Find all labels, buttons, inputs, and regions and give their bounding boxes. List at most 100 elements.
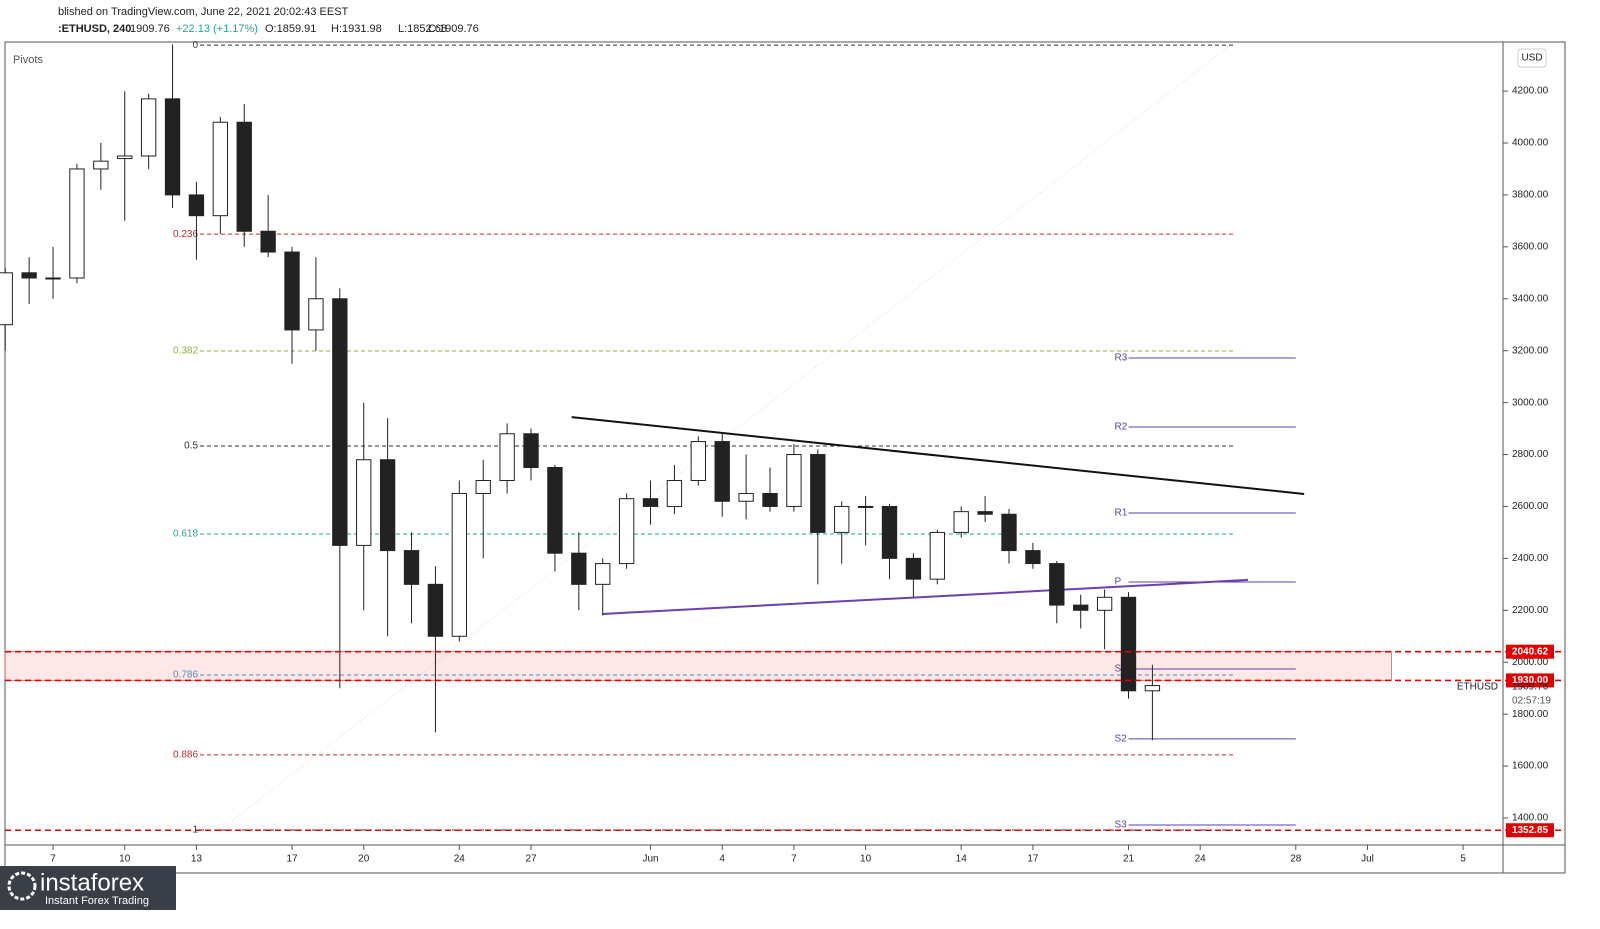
candle-body: [284, 251, 300, 331]
candle-body: [1096, 596, 1113, 611]
y-tick-label: 3200.00: [1512, 345, 1549, 356]
candle-body: [1049, 563, 1065, 606]
watermark-brand: instaforex: [40, 869, 144, 896]
candle-body: [1120, 596, 1137, 692]
ohlc: H:1931.98: [331, 23, 382, 35]
x-tick-label: 13: [191, 854, 203, 865]
currency: USD: [1521, 53, 1542, 64]
candle-body: [881, 505, 898, 559]
currency-box: [1517, 48, 1547, 68]
fib-label: 0.236: [173, 229, 198, 240]
pivot-label: P: [1115, 577, 1122, 588]
candle-body: [212, 121, 229, 217]
watermark-box: [0, 866, 176, 910]
candle-body: [786, 454, 802, 507]
y-tick-label: 2400.00: [1512, 553, 1549, 564]
x-tick-label: 17: [1027, 854, 1039, 865]
x-tick-label: Jun: [642, 854, 658, 865]
fib-label: 0: [192, 40, 198, 51]
candle-body: [379, 459, 396, 552]
x-tick-label: 21: [1123, 854, 1135, 865]
candle-body: [571, 552, 587, 585]
diagonal: [220, 44, 1231, 831]
pivot-label: S3: [1115, 820, 1128, 831]
fib-label: 0.786: [173, 670, 198, 681]
candle-body: [977, 511, 993, 515]
candle-body: [762, 492, 778, 507]
watermark-logo: [7, 871, 37, 901]
countdown: 02:57:19: [1512, 696, 1551, 707]
fib-label: 0.5: [184, 441, 198, 452]
pivot-label: S2: [1115, 733, 1128, 744]
candle-body: [690, 441, 706, 481]
zone: [4, 651, 1392, 681]
candle-body: [499, 433, 515, 481]
x-tick-label: 24: [1195, 854, 1207, 865]
y-tick-label: 2800.00: [1512, 449, 1549, 460]
candle-body: [834, 505, 850, 533]
trendline: [571, 416, 1305, 495]
candle-body: [1001, 513, 1017, 552]
candle-body: [714, 441, 730, 502]
level-label: 2040.62: [1512, 646, 1549, 657]
candle-body: [427, 583, 444, 637]
candle-body: [260, 230, 276, 253]
y-tick-label: 4200.00: [1512, 86, 1549, 97]
y-tick-label: 3000.00: [1512, 397, 1549, 408]
x-tick-label: 27: [525, 854, 537, 865]
x-tick-label: Jul: [1361, 854, 1374, 865]
x-tick-label: 5: [1460, 854, 1466, 865]
published: blished on TradingView.com, June 22, 202…: [58, 6, 349, 18]
y-tick-label: 3400.00: [1512, 293, 1549, 304]
fib-label: 0.618: [173, 529, 198, 540]
candle-body: [953, 511, 969, 533]
pivot-label: R2: [1115, 422, 1128, 433]
y-tick-label: 2000.00: [1512, 657, 1549, 668]
candle-body: [69, 168, 85, 279]
y-tick-label: 4000.00: [1512, 138, 1549, 149]
ohlc: C:1909.76: [428, 23, 479, 35]
x-tick-label: 4: [719, 854, 725, 865]
pivot-label: R3: [1115, 353, 1128, 364]
fib-label: 0.886: [173, 750, 198, 761]
candle-body: [929, 531, 945, 580]
x-tick-label: 24: [454, 854, 466, 865]
price-label: 1909.76: [1512, 682, 1549, 693]
candle-body: [451, 492, 467, 637]
candle-body: [905, 557, 922, 580]
frame: [4, 41, 1566, 874]
candle-body: [140, 98, 157, 157]
x-tick-label: 20: [358, 854, 370, 865]
level-label: 1930.00: [1512, 675, 1549, 686]
candle-body: [403, 550, 420, 585]
level-box: [1506, 644, 1554, 659]
candle-body: [356, 459, 372, 546]
candle-body: [810, 454, 826, 533]
ohlc: L:1852.68: [398, 23, 447, 35]
candle-body: [21, 272, 37, 279]
candle-body: [1144, 685, 1161, 692]
candle-body: [117, 155, 133, 160]
candle-body: [666, 479, 683, 507]
x-tick-label: 14: [956, 854, 968, 865]
ohlc: O:1859.91: [265, 23, 316, 35]
candle-body: [1025, 550, 1041, 565]
trendline: [602, 578, 1249, 615]
y-tick-label: 3600.00: [1512, 241, 1549, 252]
watermark-tagline: Instant Forex Trading: [45, 895, 149, 907]
fib-label: 0.382: [173, 346, 198, 357]
candle-body: [45, 277, 61, 280]
candle-body: [0, 272, 13, 326]
y-tick-label: 3800.00: [1512, 190, 1549, 201]
level-box: [1506, 823, 1554, 838]
x-tick-label: 17: [286, 854, 298, 865]
candle-body: [475, 479, 491, 494]
symbol: :ETHUSD, 240: [58, 23, 131, 35]
candle-body: [308, 298, 324, 331]
candle-body: [236, 121, 252, 232]
y-tick-label: 2600.00: [1512, 501, 1549, 512]
x-tick-label: 7: [50, 854, 56, 865]
y-tick-label: 1800.00: [1512, 709, 1549, 720]
candle-body: [164, 98, 181, 196]
